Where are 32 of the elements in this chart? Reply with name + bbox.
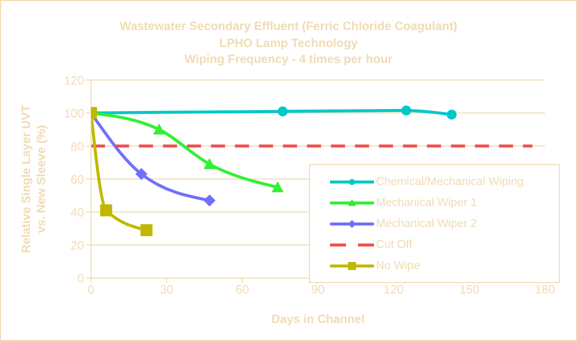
y-tick-label: 100 [64,106,84,120]
point [140,224,152,236]
point [204,194,216,206]
chart-title: Wastewater Secondary Effluent (Ferric Chloride Coagulant) LPHO Lamp Technology Wiping Frequency - 4 times per hour [118,18,458,68]
legend-label: Cut Off [376,238,412,250]
y-axis-title: Relative Single Layer UVT vs. New Sleeve (%) [19,104,49,254]
x-tick-label: 0 [88,282,95,297]
point [100,204,112,216]
point [153,124,166,134]
x-tick-label: 120 [384,282,404,297]
point [278,106,288,116]
point [204,158,216,170]
point [401,106,412,116]
x-tick-label: 90 [311,282,325,297]
x-tick-label: 60 [236,282,250,297]
y-tick-label: 40 [70,205,84,220]
x-tick-label: 180 [534,282,556,297]
y-tick-label: 120 [64,73,84,88]
legend-label: Mechanical Wiper 2 [376,218,477,230]
x-tick-label: 30 [160,282,174,297]
point [135,168,148,180]
y-tick-label: 80 [70,139,84,154]
x-axis-title: Days in Channel [270,312,366,326]
y-tick-label: 0 [77,271,84,286]
y-tick-label: 60 [70,172,84,186]
legend-label: No Wipe [376,260,420,272]
legend-label: Chemical/Mechanical Wiping [376,176,524,188]
x-tick-label: 150 [459,282,480,297]
point [272,181,284,192]
point [446,110,457,120]
y-tick-label: 20 [70,238,84,252]
legend-label: Mechanical Wiper 1 [376,196,477,208]
